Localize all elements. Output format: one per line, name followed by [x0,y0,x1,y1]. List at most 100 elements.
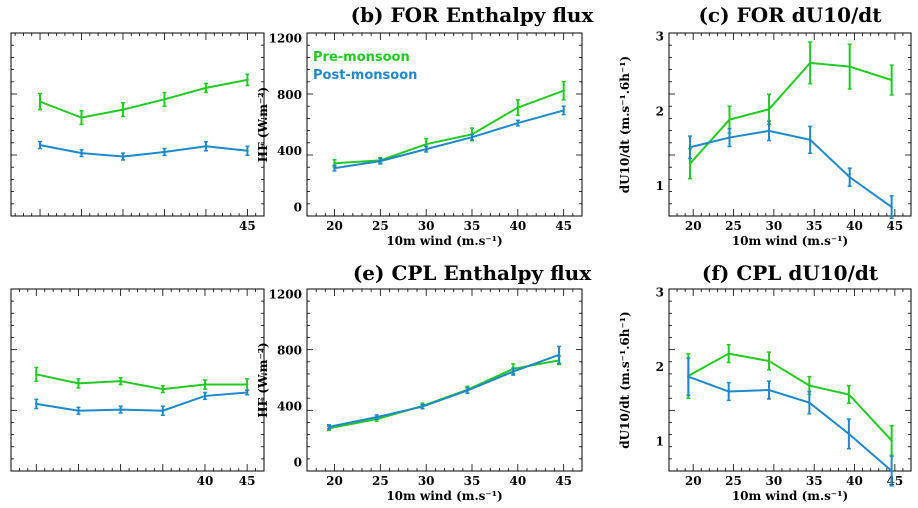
data-point [424,143,428,146]
panel-c: 20 25 30 35 40 45 1 2 3 (c) FOR dU10/dt 10m wind (… [618,3,912,248]
data-point [161,387,164,391]
x-tick-label: 35 [464,219,481,233]
y-tick-label: 2 [656,360,664,374]
series-line-pre [689,61,892,165]
series-line-post [39,144,248,158]
data-point [728,118,731,121]
data-point [767,388,771,392]
data-point [163,150,166,154]
x-axis-label: 10m wind (m.s⁻¹) [386,489,502,503]
data-point [121,108,125,111]
data-point [808,61,812,65]
data-point [516,121,520,125]
y-tick-label: 1 [656,434,664,448]
data-point [890,205,893,209]
data-point [327,425,331,429]
data-point [421,405,424,408]
data-point [77,382,80,385]
chart-title: (e) CPL Enthalpy flux [353,261,592,285]
y-tick-label: 800 [277,88,302,102]
plot-frame [10,32,265,217]
x-tick-label: 45 [555,219,572,233]
data-point [204,86,208,90]
series-line-post [688,375,893,472]
x-tick-label: 45 [239,219,256,233]
data-point [38,100,42,103]
x-tick-label: 30 [418,219,435,233]
data-point [203,394,207,398]
data-point [245,391,249,394]
panel-b: 20 25 30 35 40 45 0 400 800 1200 (b) FOR Enthalpy … [256,3,594,248]
x-tick-label: 45 [887,219,904,233]
data-point [847,432,851,436]
x-tick-label: 40 [197,474,214,488]
data-point [767,359,771,363]
data-point [379,159,382,163]
data-point [727,390,730,393]
y-tick-label: 0 [294,456,302,470]
panel-a: 45 [10,32,265,233]
data-point [808,384,811,387]
x-tick-label: 40 [846,219,863,233]
plot-frame [668,32,912,217]
plot-frame [306,288,583,472]
x-axis-label: 10m wind (m.s⁻¹) [386,234,502,248]
data-point [77,409,80,412]
x-tick-label: 25 [725,219,742,233]
data-point [333,166,336,170]
x-tick-label: 45 [555,474,572,488]
chart-title: (b) FOR Enthalpy flux [351,3,595,27]
data-point [808,138,812,142]
panel-e: 20 25 30 35 40 45 0 400 800 1200 (e) CPL Enthalpy … [256,261,592,503]
data-point [847,393,851,396]
series-line-pre [328,359,560,430]
data-point [246,78,249,82]
x-tick-label: 25 [725,474,742,488]
x-tick-label: 45 [887,474,904,488]
data-point [375,415,378,419]
data-point [562,109,565,112]
x-tick-label: 30 [766,219,783,233]
data-point [890,78,893,82]
x-axis-label: 10m wind (m.s⁻¹) [732,489,848,503]
y-axis-label: dU10/dt (m.s⁻¹.6h⁻¹) [618,56,632,193]
data-point [470,135,474,139]
data-point [424,147,428,151]
data-point [246,149,249,153]
series-line-post [334,109,564,170]
y-tick-label: 0 [294,201,302,215]
y-tick-label: 2 [656,104,664,118]
y-axis-label: HF (W.m⁻²) [256,342,270,417]
data-point [848,65,851,68]
plot-frame [10,288,265,472]
series-line-pre [334,89,565,165]
y-tick-label: 3 [656,30,664,44]
series-line-post [689,129,893,208]
x-tick-label: 20 [326,474,343,488]
chart-title: (f) CPL dU10/dt [702,261,879,285]
data-point [808,401,811,404]
x-tick-label: 30 [766,474,783,488]
x-tick-label: 20 [685,474,702,488]
data-point [516,106,520,109]
y-tick-label: 400 [277,144,302,158]
y-axis-label: HF (W.m⁻²) [256,87,270,162]
series-line-pre [39,78,248,119]
data-point [35,402,38,406]
data-point [38,143,42,147]
legend-entry-pre: Pre-monsoon [313,50,410,65]
data-point [767,107,771,111]
x-axis-label: 10m wind (m.s⁻¹) [732,234,848,248]
data-point [466,389,469,392]
x-tick-label: 40 [846,474,863,488]
y-tick-label: 3 [656,286,664,300]
x-tick-label: 35 [464,474,481,488]
data-point [119,379,122,383]
data-point [204,145,208,148]
data-point [35,373,38,376]
panel-f: 20 25 30 35 40 45 1 2 3 (f) CPL dU10/dt 10m wind (… [618,261,912,503]
data-point [203,383,207,386]
y-tick-label: 800 [277,344,302,358]
chart-title: (c) FOR dU10/dt [698,3,882,27]
x-tick-label: 20 [685,219,702,233]
